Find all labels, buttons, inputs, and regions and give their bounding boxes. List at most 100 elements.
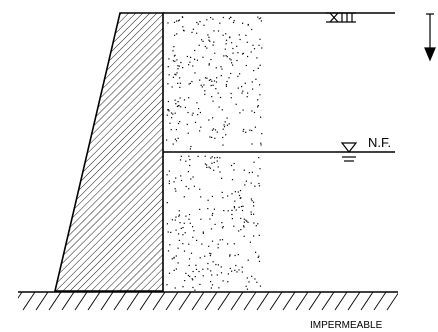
soil-grain: [221, 239, 224, 241]
soil-grain: [222, 34, 224, 36]
soil-grain: [237, 75, 239, 77]
soil-grain: [209, 40, 211, 42]
soil-grain: [196, 21, 198, 24]
soil-grain: [250, 211, 252, 213]
soil-grain: [180, 227, 182, 229]
soil-grain: [258, 185, 261, 187]
soil-grain: [212, 18, 214, 20]
soil-grain: [174, 73, 176, 75]
soil-grain: [212, 100, 214, 102]
soil-grain: [253, 70, 255, 72]
ground-hatch-line: [217, 292, 231, 311]
soil-grain: [204, 45, 206, 48]
soil-grain: [175, 140, 178, 142]
soil-grain: [261, 47, 263, 49]
soil-grain: [236, 59, 238, 62]
ground-hatch-line: [48, 292, 62, 311]
soil-grain: [194, 289, 196, 291]
soil-grain: [258, 260, 261, 262]
soil-grain: [257, 99, 259, 101]
soil-grain: [190, 178, 192, 180]
soil-grain: [203, 84, 205, 86]
soil-grain: [173, 269, 175, 271]
soil-grain: [188, 97, 190, 99]
soil-grain: [238, 34, 240, 36]
soil-grain: [196, 32, 198, 34]
soil-grain: [178, 65, 180, 67]
soil-grain: [189, 213, 191, 216]
soil-grain: [192, 286, 194, 289]
soil-grain: [176, 20, 178, 22]
soil-grain: [182, 243, 184, 245]
soil-grain: [231, 209, 233, 211]
soil-grain: [219, 22, 221, 24]
soil-grain: [226, 80, 228, 83]
soil-grain: [253, 111, 256, 114]
soil-grain: [178, 215, 180, 217]
water-level-label: N.F.: [368, 135, 391, 150]
soil-grain: [174, 138, 176, 140]
soil-grain: [242, 52, 244, 54]
soil-grain: [221, 191, 223, 193]
soil-grain: [231, 193, 233, 195]
soil-grain: [251, 110, 253, 112]
soil-grain: [222, 226, 224, 228]
soil-grain: [207, 34, 209, 36]
soil-grain: [172, 76, 174, 78]
soil-grain: [241, 209, 244, 212]
soil-grain: [239, 112, 241, 114]
soil-grain: [219, 96, 222, 99]
soil-grain: [231, 213, 233, 216]
soil-grain: [188, 243, 190, 245]
soil-grain: [215, 81, 218, 83]
soil-grain: [177, 137, 179, 139]
soil-grain: [258, 18, 260, 20]
soil-grain: [208, 63, 210, 65]
soil-grain: [259, 94, 261, 96]
soil-grain: [182, 227, 184, 229]
soil-grain: [190, 145, 192, 148]
soil-grain: [255, 225, 257, 227]
soil-grain: [225, 43, 227, 45]
soil-grain: [259, 285, 261, 287]
soil-grain: [175, 190, 177, 192]
soil-grain: [252, 44, 254, 46]
soil-grain: [214, 157, 216, 159]
soil-grain: [189, 61, 191, 63]
soil-grain: [251, 129, 253, 132]
ground-hatch-line: [321, 292, 335, 311]
soil-grain: [193, 185, 195, 187]
soil-grain: [241, 92, 243, 94]
soil-grain: [227, 281, 229, 283]
soil-grain: [167, 231, 169, 233]
soil-grain: [177, 122, 180, 125]
soil-grain: [198, 44, 200, 46]
ground-hatch-line: [126, 292, 140, 311]
soil-grain: [188, 218, 190, 220]
soil-grain: [246, 220, 248, 222]
soil-grain: [178, 214, 181, 216]
soil-grain: [257, 256, 259, 258]
soil-grain: [189, 275, 191, 278]
soil-grain: [191, 278, 193, 280]
soil-grain: [242, 130, 244, 132]
soil-grain: [169, 122, 171, 124]
soil-grain: [194, 121, 197, 123]
soil-grain: [209, 255, 211, 257]
soil-grain: [192, 176, 194, 178]
soil-grain: [178, 105, 180, 107]
soil-grain: [188, 258, 191, 260]
soil-grain: [209, 136, 211, 138]
soil-grain: [207, 208, 209, 210]
soil-grain: [173, 181, 175, 183]
ground-hatch-line: [100, 292, 114, 311]
soil-grain: [215, 263, 217, 266]
soil-grain: [180, 175, 182, 177]
soil-grain: [218, 106, 220, 108]
soil-grain: [210, 253, 212, 255]
soil-grain: [172, 143, 174, 145]
soil-grain: [237, 191, 239, 193]
soil-grain: [204, 90, 206, 92]
soil-grain: [219, 157, 221, 159]
soil-grain: [180, 106, 182, 108]
